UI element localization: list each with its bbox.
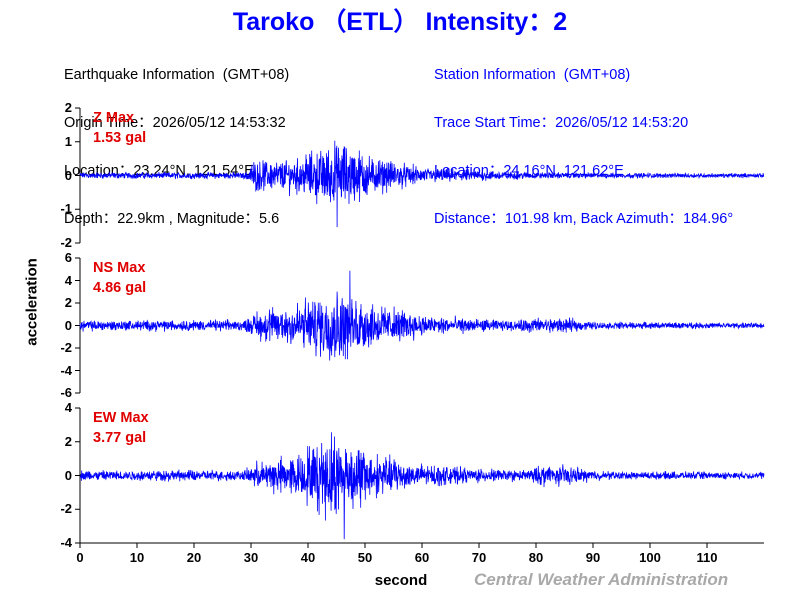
y-axis-label: acceleration [23,258,41,346]
trace-ns [79,270,765,361]
origin-time: Origin Time：2026/05/12 14:53:32 [64,115,286,131]
max-label-z: Z Max 1.53 gal [93,108,146,148]
earthquake-heading: Earthquake Information (GMT+08) [64,67,290,83]
y-tick-label-ew: -4 [60,535,72,550]
x-tick-label: 0 [76,550,84,565]
credit-text: Central Weather Administration [474,570,729,589]
x-tick-label: 30 [243,550,259,565]
x-tick-label: 40 [300,550,316,565]
max-label-ns: NS Max 4.86 gal [93,258,146,298]
y-tick-label-ns: 2 [64,295,72,310]
y-tick-label-ns: -2 [60,340,72,355]
x-tick-label: 70 [471,550,487,565]
y-tick-label-ew: 4 [64,400,72,415]
x-tick-label: 20 [186,550,202,565]
y-tick-label-ew: -2 [60,501,72,517]
y-tick-label-ew: 0 [64,467,72,483]
y-tick-label-z: 1 [64,133,72,149]
max-name: Z Max [93,110,135,126]
station-distance: Distance：101.98 km, Back Azimuth：184.96° [434,211,734,227]
max-value: 4.86 gal [93,280,147,296]
y-tick-label-ns: -6 [60,385,72,400]
x-tick-label: 80 [528,550,544,565]
y-tick-label-ns: 4 [64,272,72,288]
trace-start-time: Trace Start Time：2026/05/12 14:53:20 [434,115,689,131]
station-info: Station Information (GMT+08) Trace Start… [434,35,733,243]
x-tick-label: 110 [696,550,718,565]
y-tick-label-z: -2 [60,235,72,250]
max-name: EW Max [93,410,149,426]
y-tick-label-z: -1 [60,201,72,217]
station-heading: Station Information (GMT+08) [434,67,631,83]
y-tick-label-ew: 2 [64,433,72,449]
x-axis-label: second [374,572,428,589]
y-tick-label-z: 0 [64,167,72,183]
page-title: Taroko （ETL） Intensity：2 [232,8,568,36]
trace-ew [79,432,765,540]
trace-z [79,140,765,228]
x-tick-label: 50 [357,550,373,565]
max-value: 1.53 gal [93,130,147,146]
max-label-ew: EW Max 3.77 gal [93,408,149,448]
y-tick-label-ns: 6 [64,250,72,265]
x-tick-label: 10 [129,550,145,565]
y-tick-label-ns: 0 [64,317,72,333]
max-value: 3.77 gal [93,430,147,446]
y-tick-label-ns: -4 [60,362,72,378]
y-tick-label-z: 2 [64,100,72,115]
depth-magnitude: Depth：22.9km , Magnitude：5.6 [64,211,280,227]
earthquake-info: Earthquake Information (GMT+08) Origin T… [64,35,289,243]
x-tick-label: 100 [639,550,661,565]
x-tick-label: 60 [414,550,430,565]
x-tick-label: 90 [585,550,601,565]
max-name: NS Max [93,260,146,276]
